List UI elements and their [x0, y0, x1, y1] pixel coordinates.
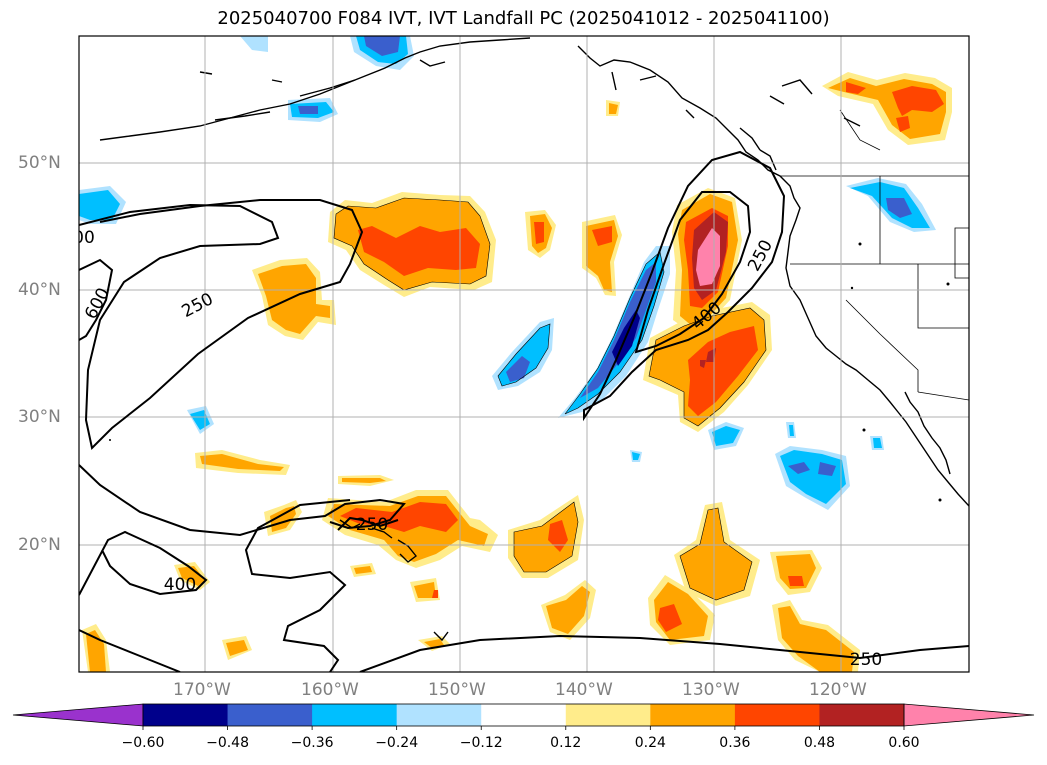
colorbar-extend-max — [903, 703, 1035, 727]
colorbar-tick-label: 0.24 — [634, 735, 666, 751]
colorbar-tick-label: 0.60 — [888, 735, 920, 751]
colorbar-tick-label: −0.36 — [290, 735, 334, 751]
lat-label: 50°N — [18, 153, 61, 173]
contour-250-hawaii — [337, 516, 399, 531]
contour-250-south-west — [79, 464, 406, 537]
state-borders — [780, 109, 969, 401]
colorbar-tick-label: −0.24 — [375, 735, 419, 751]
colorbar-bin — [396, 704, 482, 726]
lat-label: 30°N — [18, 407, 61, 427]
map-frame — [78, 35, 970, 673]
colorbar-tick-label: 0.48 — [803, 735, 836, 751]
gridlines — [79, 36, 969, 672]
colorbar-tick-label: −0.48 — [206, 735, 249, 751]
colorbar-tick-label: −0.12 — [459, 735, 503, 751]
colorbar-tick-label: 0.36 — [719, 735, 751, 751]
contour-250-bottom — [79, 629, 181, 672]
lat-label: 20°N — [18, 535, 61, 555]
colorbar-bin — [227, 704, 313, 726]
colorbar-bin — [650, 704, 736, 726]
contour-400-west — [79, 530, 208, 596]
contour-600-west — [79, 258, 114, 341]
contour-label: 00 — [73, 228, 95, 248]
lon-label: 130°W — [682, 680, 740, 700]
contour-label: 250 — [744, 237, 777, 275]
lon-label: 150°W — [428, 680, 486, 700]
map-area: 250 250 250 250 400 400 600 00 — [73, 36, 969, 672]
lon-label: 160°W — [301, 680, 359, 700]
ivt-contours — [79, 150, 969, 672]
map-title: 2025040700 F084 IVT, IVT Landfall PC (20… — [217, 8, 830, 29]
lon-label: 120°W — [809, 680, 867, 700]
colorbar-tick-label: −0.60 — [121, 735, 165, 751]
colorbar-bin — [312, 704, 398, 726]
colorbar-frame — [142, 703, 905, 727]
colorbar-bin — [143, 704, 229, 726]
contour-400-east — [634, 191, 752, 354]
coastlines — [99, 37, 969, 642]
contour-labels: 250 250 250 250 400 400 600 00 — [73, 228, 882, 670]
contour-label: 400 — [164, 575, 196, 595]
contour-250-west — [79, 199, 364, 451]
contour-label: 250 — [850, 650, 882, 670]
colorbar-bin — [734, 704, 820, 726]
colorbar-bin — [565, 704, 651, 726]
small-islands — [109, 242, 950, 502]
lon-label: 170°W — [173, 680, 231, 700]
contour-label: 250 — [179, 289, 217, 322]
contour-250-central — [244, 499, 351, 672]
contour-250-east — [583, 150, 786, 422]
lon-label: 140°W — [555, 680, 613, 700]
contour-label: 250 — [356, 515, 388, 535]
colorbar-bin — [819, 704, 905, 726]
colorbar — [12, 703, 1035, 730]
contour-250-south — [359, 634, 969, 672]
colorbar-tick-label: 0.12 — [550, 735, 582, 751]
lat-label: 40°N — [18, 280, 61, 300]
colorbar-extend-min — [12, 703, 144, 727]
ivt-landfall-shading — [79, 36, 952, 672]
colorbar-bin — [481, 704, 567, 726]
